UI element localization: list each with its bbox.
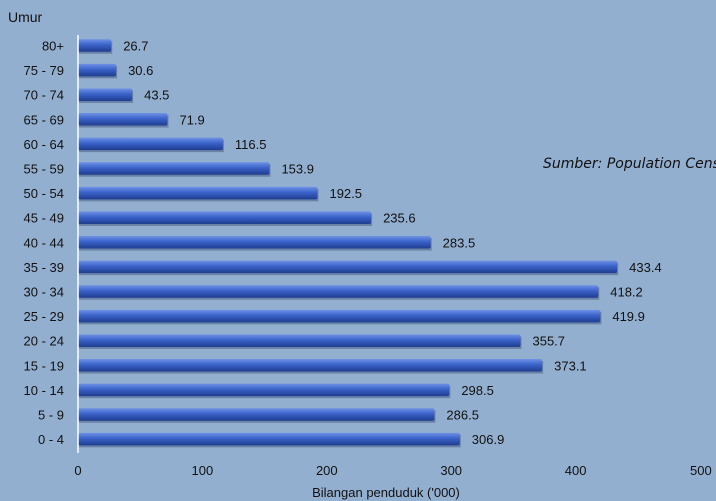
- x-tick-label: 400: [565, 463, 587, 478]
- category-label: 15 - 19: [24, 358, 64, 373]
- bar: [78, 88, 133, 101]
- x-axis-title: Bilangan penduduk ('000): [312, 485, 460, 500]
- category-label: 50 - 54: [24, 186, 64, 201]
- bars-layer: 80+ 26.7 75 - 79 30.6 70 - 74 43.5 65 - 69 71.9…: [24, 39, 662, 448]
- bar: [78, 334, 521, 347]
- bar-value-label: 235.6: [383, 211, 416, 226]
- bar-value-label: 373.1: [554, 358, 587, 373]
- category-label: 70 - 74: [24, 88, 64, 103]
- bar-value-label: 286.5: [446, 408, 479, 423]
- bar-value-label: 116.5: [235, 137, 267, 152]
- category-label: 25 - 29: [24, 309, 64, 324]
- bar-value-label: 153.9: [281, 162, 314, 177]
- bar-value-label: 355.7: [532, 334, 565, 349]
- category-label: 45 - 49: [24, 211, 64, 226]
- bar-value-label: 433.4: [629, 260, 662, 275]
- category-label: 35 - 39: [24, 260, 64, 275]
- bar-value-label: 43.5: [144, 88, 169, 103]
- bar: [78, 113, 168, 126]
- bar: [78, 432, 460, 446]
- bar: [78, 383, 450, 397]
- category-label: 10 - 14: [24, 383, 64, 398]
- bar: [78, 162, 270, 175]
- bar-value-label: 26.7: [123, 39, 148, 54]
- bar: [78, 39, 112, 52]
- bar: [78, 63, 117, 77]
- bar-value-label: 283.5: [443, 235, 476, 250]
- category-label: 65 - 69: [24, 112, 64, 127]
- x-tick-label: 500: [690, 463, 712, 478]
- category-label: 5 - 9: [38, 408, 64, 423]
- category-label: 55 - 59: [24, 162, 64, 177]
- bar: [78, 137, 223, 151]
- x-tick-label: 300: [440, 463, 462, 478]
- bar: [78, 236, 431, 249]
- bar: [78, 359, 543, 372]
- bar: [78, 186, 318, 200]
- category-label: 60 - 64: [24, 137, 64, 152]
- bar: [78, 285, 599, 298]
- category-label: 30 - 34: [24, 285, 64, 300]
- bar-value-label: 306.9: [472, 432, 505, 447]
- bar: [78, 309, 601, 323]
- x-tick-label: 100: [192, 463, 214, 478]
- x-tick-label: 0: [74, 463, 81, 478]
- category-label: 75 - 79: [24, 63, 64, 78]
- bar-value-label: 419.9: [612, 309, 645, 324]
- source-note: Sumber: Population Census: [543, 156, 716, 172]
- bar-value-label: 298.5: [461, 383, 494, 398]
- category-label: 0 - 4: [38, 432, 64, 447]
- bar-value-label: 418.2: [610, 285, 643, 300]
- category-label: 40 - 44: [24, 235, 64, 250]
- category-label: 20 - 24: [24, 334, 64, 349]
- bar-value-label: 192.5: [329, 186, 362, 201]
- x-ticks-layer: 0 100 200 300 400 500: [74, 463, 711, 478]
- bar-value-label: 30.6: [128, 63, 153, 78]
- bar: [78, 408, 435, 421]
- category-label: 80+: [42, 39, 64, 54]
- bar: [78, 260, 618, 274]
- x-tick-label: 200: [316, 463, 338, 478]
- y-axis-title: Umur: [8, 9, 43, 25]
- bar-value-label: 71.9: [179, 112, 204, 127]
- bar: [78, 211, 372, 224]
